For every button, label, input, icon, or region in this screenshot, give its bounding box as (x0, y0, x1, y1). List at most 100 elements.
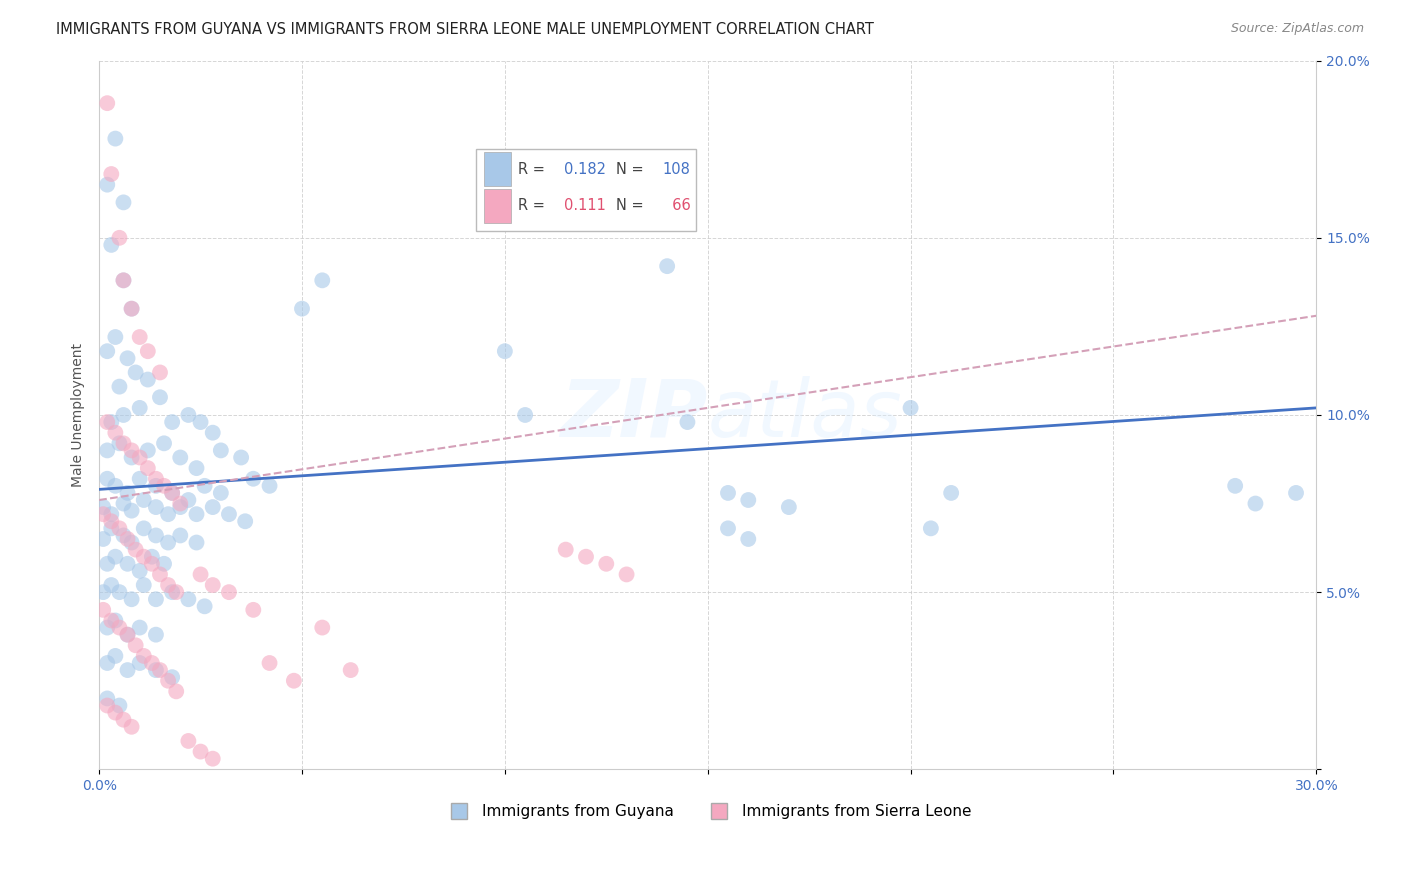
Point (132, 549, 155, 564)
Point (737, 493, 759, 508)
Point (104, 549, 127, 564)
Point (112, 436, 135, 450)
Point (112, 408, 135, 422)
Point (939, 486, 962, 500)
Point (1285, 486, 1308, 500)
Point (160, 670, 183, 684)
Point (124, 366, 146, 380)
Point (100, 167, 122, 181)
Point (96, 691, 118, 706)
Point (121, 592, 143, 607)
Point (108, 698, 131, 713)
Point (91, 603, 114, 617)
Point (104, 425, 127, 440)
Point (100, 521, 122, 535)
Text: atlas: atlas (707, 376, 903, 454)
Point (136, 372, 159, 386)
Point (100, 578, 122, 592)
Point (177, 734, 200, 748)
Point (311, 273, 333, 287)
Point (149, 663, 172, 677)
Point (145, 479, 167, 493)
Point (920, 521, 942, 535)
Point (1223, 479, 1246, 493)
Point (153, 436, 176, 450)
Point (169, 497, 191, 511)
Y-axis label: Male Unemployment: Male Unemployment (72, 343, 86, 487)
Text: 66: 66 (662, 198, 690, 213)
Point (121, 450, 143, 465)
Point (108, 379, 131, 393)
Text: N =: N = (616, 161, 648, 177)
Point (717, 521, 740, 535)
Point (209, 443, 232, 458)
Point (96, 443, 118, 458)
Point (124, 638, 146, 652)
Text: 0.111: 0.111 (564, 198, 606, 213)
Point (194, 599, 217, 614)
Point (339, 663, 361, 677)
Point (104, 706, 127, 720)
Point (121, 720, 143, 734)
Point (515, 408, 537, 422)
Point (160, 415, 183, 429)
Point (96, 656, 118, 670)
Point (201, 500, 224, 514)
Point (259, 479, 281, 493)
Point (96, 178, 118, 192)
Point (149, 390, 172, 404)
Point (145, 627, 167, 641)
Point (145, 500, 167, 514)
Point (494, 344, 516, 359)
Text: Source: ZipAtlas.com: Source: ZipAtlas.com (1230, 22, 1364, 36)
Point (190, 745, 212, 759)
Point (153, 479, 176, 493)
Point (104, 614, 127, 628)
Point (169, 528, 191, 542)
Point (676, 415, 699, 429)
Point (717, 486, 740, 500)
Point (91, 585, 114, 599)
Point (132, 578, 155, 592)
Text: IMMIGRANTS FROM GUYANA VS IMMIGRANTS FROM SIERRA LEONE MALE UNEMPLOYMENT CORRELA: IMMIGRANTS FROM GUYANA VS IMMIGRANTS FRO… (56, 22, 875, 37)
Point (104, 479, 127, 493)
Point (201, 425, 224, 440)
Point (160, 486, 183, 500)
Point (100, 514, 122, 528)
Point (209, 486, 232, 500)
Point (186, 461, 208, 475)
Point (117, 663, 139, 677)
Point (128, 450, 150, 465)
Point (141, 549, 163, 564)
Text: N =: N = (616, 198, 648, 213)
Point (91, 507, 114, 521)
Point (554, 542, 576, 557)
Point (242, 603, 264, 617)
Point (104, 131, 127, 145)
Point (169, 500, 191, 514)
Point (112, 273, 135, 287)
FancyBboxPatch shape (484, 189, 510, 223)
Point (145, 663, 167, 677)
Point (128, 401, 150, 415)
FancyBboxPatch shape (477, 149, 696, 231)
Point (121, 535, 143, 549)
Point (96, 472, 118, 486)
Point (190, 567, 212, 582)
Point (108, 621, 131, 635)
Point (231, 450, 253, 465)
Point (128, 656, 150, 670)
Point (165, 585, 187, 599)
Point (132, 648, 155, 663)
Point (121, 443, 143, 458)
Point (145, 472, 167, 486)
Point (108, 231, 131, 245)
Point (186, 535, 208, 549)
Point (194, 479, 217, 493)
Point (136, 461, 159, 475)
Point (145, 528, 167, 542)
Point (177, 408, 200, 422)
Point (186, 507, 208, 521)
Point (311, 621, 333, 635)
Point (218, 507, 240, 521)
